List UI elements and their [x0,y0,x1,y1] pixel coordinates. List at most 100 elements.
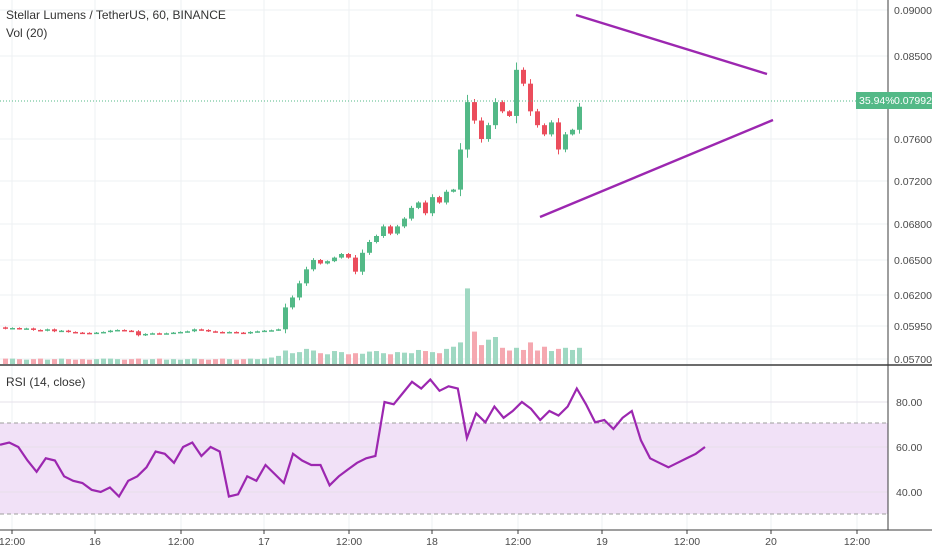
candle-up [381,226,386,236]
time-tick-label: 12:00 [0,536,25,548]
time-tick-label: 12:00 [336,536,362,548]
candle-up [178,331,183,334]
volume-bar [178,359,183,364]
candle-up [416,202,421,208]
volume-bar [311,350,316,364]
trendlines[interactable] [539,13,774,219]
upper-trendline[interactable] [575,13,768,76]
candle-down [500,102,505,112]
candle-up [367,242,372,253]
candle-down [17,327,22,330]
candle-down [220,331,225,334]
volume-bar [395,352,400,364]
price-tag-value-bg [890,92,932,109]
volume-bar [528,342,533,364]
candle-down [472,102,477,121]
candle-down [52,329,57,332]
volume-bar [276,355,281,364]
candle-down [479,120,484,139]
volume-bar [255,359,260,364]
volume-bar [493,337,498,364]
time-tick-label: 17 [258,536,270,548]
volume-bar [115,359,120,364]
time-tick-label: 20 [765,536,777,548]
volume-bar [31,359,36,364]
time-axis[interactable]: 12:00 16 12:00 17 12:00 18 12:00 19 12:00 20 12:00 [0,529,932,548]
volume-bar [59,358,64,364]
candle-up [297,283,302,298]
candle-down [353,257,358,272]
price-axis[interactable]: 0.09000 0.08500 0.07600 0.07200 0.06800 0.065… [887,0,932,530]
candle-up [395,226,400,234]
rsi-pane[interactable] [0,377,888,515]
volume-bar [73,359,78,364]
volume-bar [479,345,484,364]
volume-bar [143,359,148,364]
volume-bar [500,347,505,364]
candle-down [122,329,127,332]
volume-bar [283,350,288,364]
volume-bar [38,358,43,364]
volume-bar [521,349,526,364]
candle-down [388,226,393,234]
volume-bar [297,352,302,364]
candle-up [164,333,169,335]
last-price-tag: 35.94% 0.07992 [856,92,932,109]
volume-bar [577,347,582,364]
volume-bar [45,359,50,364]
volume-bar [122,359,127,364]
candle-up [360,252,365,272]
candle-down [507,111,512,116]
candle-down [87,332,92,335]
candle-up [563,134,568,150]
time-tick-label: 12:00 [505,536,531,548]
volume-bar [570,349,575,364]
price-tag-percent-bg [856,92,890,109]
price-tag-percent: 35.94% [859,95,895,107]
candle-up [150,333,155,335]
volume-bar [402,352,407,364]
lower-trendline[interactable] [539,118,774,219]
price-tick-label: 0.06200 [894,290,932,302]
price-tick-label: 0.07200 [894,176,932,188]
volume-bar [157,358,162,364]
rsi-tick-label: 80.00 [896,397,922,409]
volume-bar [24,359,29,364]
candle-up [255,331,260,333]
candle-up [458,149,463,190]
volume-bar [416,349,421,364]
rsi-line [0,377,706,499]
volume-bar [185,359,190,364]
volume-bar [430,352,435,364]
volume-bar [220,358,225,364]
candle-up [262,330,267,333]
price-tick-label: 0.06500 [894,255,932,267]
volume-indicator-label: Vol (20) [6,26,47,40]
volume-bar [388,354,393,364]
volume-bar [10,358,15,364]
volume-bar [318,353,323,364]
volume-bar [241,359,246,364]
rsi-grid [0,401,888,493]
candle-up [143,333,148,336]
candle-down [66,330,71,333]
candle-up [269,330,274,332]
volume-bar [486,339,491,364]
candle-up [283,307,288,330]
volume-bar [206,359,211,364]
candle-down [206,329,211,332]
volume-bar [3,358,8,364]
volume-bar [94,359,99,364]
volume-bar [262,358,267,364]
candle-up [409,207,414,219]
symbol-title: Stellar Lumens / TetherUS, 60, BINANCE [6,8,226,22]
volume-bar [339,352,344,364]
volume-bar [213,359,218,364]
volume-bar [332,351,337,364]
candle-up [311,260,316,270]
candle-up [486,125,491,139]
candle-down [31,328,36,330]
price-tick-label: 0.07600 [894,134,932,146]
volume-bar [17,359,22,364]
